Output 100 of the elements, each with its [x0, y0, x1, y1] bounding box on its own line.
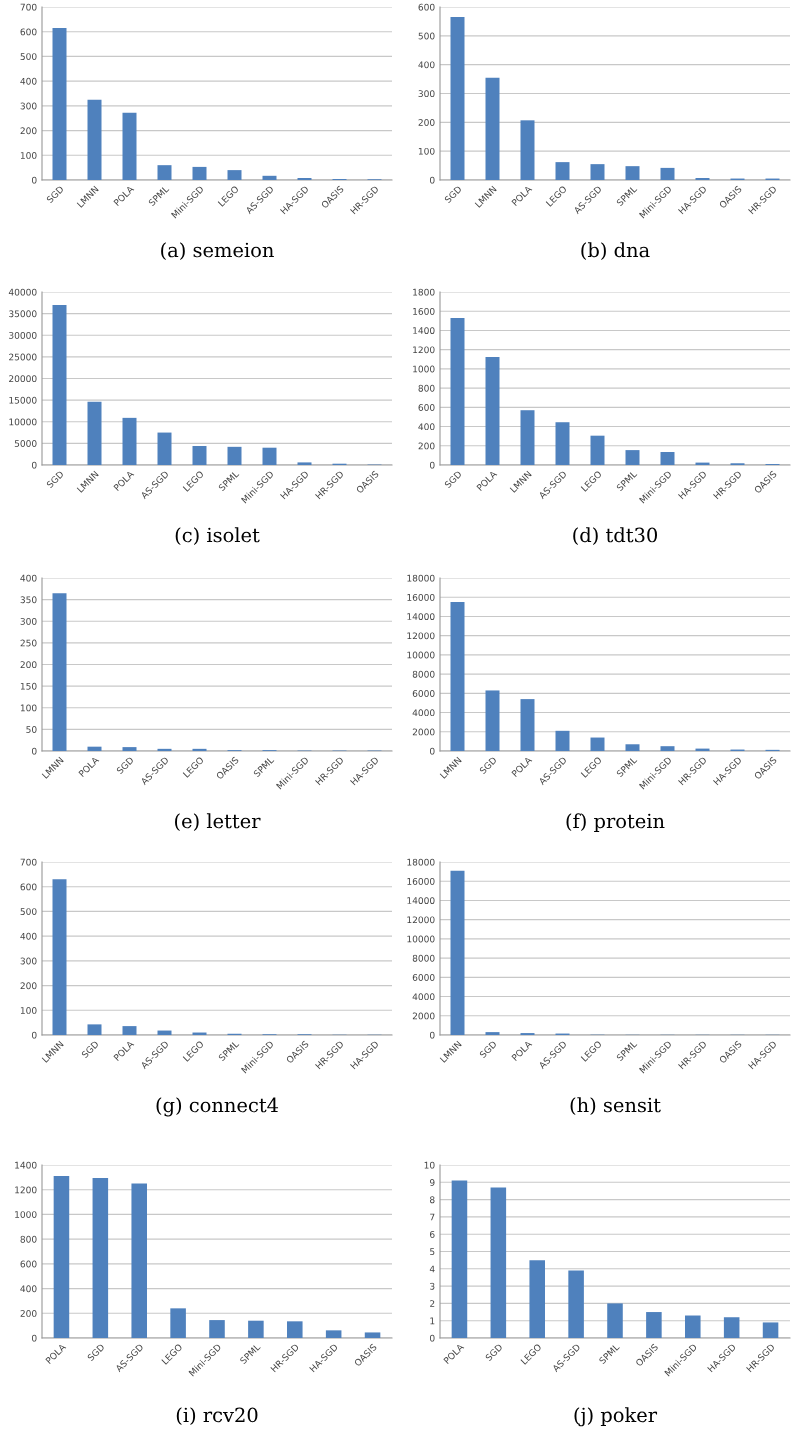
y-tick-label: 18000	[407, 858, 435, 866]
y-tick-label: 5	[430, 1248, 435, 1256]
y-tick-label: 800	[418, 384, 435, 392]
y-tick-label: 10	[424, 1161, 435, 1169]
bar	[451, 1180, 468, 1338]
bar	[122, 112, 137, 180]
y-tick-label: 1	[430, 1317, 435, 1325]
y-tick-label: 1000	[15, 1211, 37, 1218]
y-tick-label: 400	[418, 423, 435, 431]
y-tick-label: 10000	[9, 418, 37, 426]
bar	[297, 462, 312, 465]
y-tick-label: 4000	[412, 709, 435, 717]
bar	[364, 1332, 381, 1338]
y-tick-label: 400	[418, 61, 435, 69]
bar	[485, 690, 500, 751]
bar	[520, 410, 535, 465]
text: (i) rcv20	[176, 1407, 258, 1425]
text: (c) isolet	[175, 527, 260, 546]
y-tick-label: 700	[20, 3, 37, 11]
y-tick-label: 0	[429, 747, 435, 755]
text: (f) protein	[566, 813, 665, 833]
bar	[450, 17, 465, 180]
bar	[87, 1024, 102, 1035]
y-tick-label: 3	[430, 1282, 435, 1290]
y-tick-label: 500	[418, 32, 435, 40]
y-tick-label: 0	[31, 461, 37, 469]
bar	[122, 417, 137, 465]
bar	[485, 77, 500, 180]
y-tick-label: 200	[20, 127, 37, 135]
y-tick-label: 25000	[9, 353, 37, 361]
y-tick-label: 30000	[9, 331, 37, 339]
y-tick-label: 1400	[15, 1161, 37, 1169]
bar	[87, 401, 102, 465]
bar	[660, 167, 675, 180]
y-tick-label: 14000	[407, 897, 435, 904]
y-tick-label: 300	[418, 90, 435, 98]
y-tick-label: 250	[20, 639, 37, 647]
bar	[490, 1187, 507, 1338]
y-tick-label: 200	[20, 661, 37, 669]
y-tick-label: 0	[429, 1031, 435, 1039]
bar	[227, 446, 242, 465]
bar	[262, 447, 277, 465]
bar	[157, 432, 172, 465]
y-tick-label: 0	[31, 176, 37, 184]
y-tick-label: 16000	[407, 877, 435, 885]
bar	[227, 170, 242, 180]
y-tick-label: 200	[20, 1310, 37, 1317]
y-tick-label: 0	[429, 461, 435, 469]
bar	[192, 445, 207, 465]
bar	[723, 1317, 740, 1338]
y-tick-label: 10000	[407, 935, 435, 943]
bar	[450, 317, 465, 465]
bar	[568, 1270, 584, 1338]
text: (e) letter	[175, 813, 261, 832]
y-tick-label: 350	[20, 596, 37, 604]
text: (d) tdt30	[573, 527, 658, 546]
bar	[485, 356, 500, 465]
bar	[555, 422, 570, 465]
y-tick-label: 9	[429, 1179, 435, 1186]
bar	[248, 1320, 264, 1338]
bar	[170, 1308, 186, 1338]
bar	[450, 870, 465, 1035]
bar	[520, 699, 535, 751]
bar	[660, 452, 675, 465]
y-tick-label: 0	[429, 1334, 435, 1342]
y-tick-label: 600	[20, 883, 37, 891]
bar	[590, 435, 605, 465]
y-tick-label: 14000	[407, 613, 435, 620]
y-tick-label: 1200	[413, 346, 435, 354]
y-tick-label: 6	[430, 1230, 435, 1238]
bar	[52, 879, 67, 1035]
y-tick-label: 400	[20, 1285, 37, 1293]
y-tick-label: 0	[31, 1334, 37, 1342]
text: (a) semeion	[161, 242, 274, 261]
bar	[92, 1177, 109, 1338]
y-tick-label: 100	[20, 1007, 37, 1014]
y-tick-label: 20000	[9, 375, 37, 383]
bar	[695, 177, 710, 180]
y-tick-label: 12000	[407, 632, 435, 640]
bar	[87, 99, 102, 180]
y-tick-label: 0	[31, 1031, 37, 1039]
y-tick-label: 0	[31, 747, 37, 755]
y-tick-label: 200	[418, 119, 435, 126]
bar	[122, 1026, 137, 1035]
y-tick-label: 16000	[407, 593, 435, 601]
bar	[625, 166, 640, 180]
y-tick-label: 8000	[412, 954, 435, 962]
bar	[157, 748, 172, 751]
y-tick-label: 500	[20, 908, 37, 915]
text: (h) sensit	[570, 1097, 661, 1116]
y-tick-label: 100	[20, 704, 37, 712]
y-tick-label: 10000	[407, 651, 435, 659]
bar	[762, 1322, 779, 1338]
y-tick-label: 35000	[9, 310, 37, 318]
bar	[555, 730, 570, 751]
y-tick-label: 1000	[413, 365, 435, 373]
y-tick-label: 1600	[413, 307, 435, 315]
y-tick-label: 100	[20, 152, 37, 159]
bar	[122, 747, 137, 751]
y-tick-label: 300	[20, 617, 37, 625]
